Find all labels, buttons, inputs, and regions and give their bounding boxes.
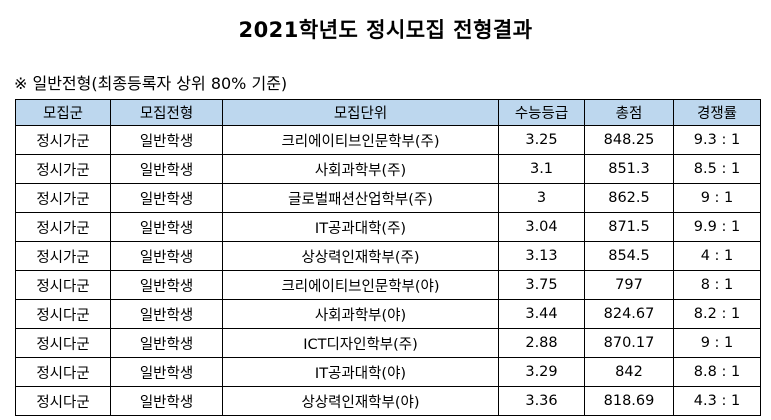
table-row: 정시가군 일반학생 IT공과대학(주) 3.04 871.5 9.9 : 1 [15, 212, 761, 242]
competition-rate-cell: 8 : 1 [673, 270, 761, 300]
table-row: 정시다군 일반학생 사회과학부(야) 3.44 824.67 8.2 : 1 [15, 299, 761, 329]
admission-type-cell: 일반학생 [110, 212, 223, 242]
total-score-cell: 862.5 [584, 183, 674, 213]
recruit-group-cell: 정시가군 [15, 125, 111, 155]
csat-grade-cell: 3.1 [498, 154, 585, 184]
recruit-group-cell: 정시다군 [15, 328, 111, 358]
recruit-group-cell: 정시다군 [15, 386, 111, 416]
admission-type-cell: 일반학생 [110, 241, 223, 271]
page-title: 2021학년도 정시모집 전형결과 [238, 18, 533, 42]
recruit-unit-cell: 상상력인재학부(야) [222, 386, 499, 416]
competition-rate-cell: 8.8 : 1 [673, 357, 761, 387]
admission-type-cell: 일반학생 [110, 183, 223, 213]
admission-type-cell: 일반학생 [110, 154, 223, 184]
recruit-unit-cell: ICT디자인학부(주) [222, 328, 499, 358]
csat-grade-cell: 3.75 [498, 270, 585, 300]
csat-grade-cell: 3.13 [498, 241, 585, 271]
table-row: 정시가군 일반학생 사회과학부(주) 3.1 851.3 8.5 : 1 [15, 154, 761, 184]
header-admission-type: 모집전형 [110, 99, 223, 126]
recruit-unit-cell: 사회과학부(주) [222, 154, 499, 184]
total-score-cell: 851.3 [584, 154, 674, 184]
table-row: 정시가군 일반학생 크리에이티브인문학부(주) 3.25 848.25 9.3 : 1 [15, 125, 761, 155]
header-recruit-unit: 모집단위 [222, 99, 499, 126]
competition-rate-cell: 8.5 : 1 [673, 154, 761, 184]
recruit-unit-cell: 사회과학부(야) [222, 299, 499, 329]
competition-rate-cell: 9 : 1 [673, 328, 761, 358]
table-row: 정시다군 일반학생 IT공과대학(야) 3.29 842 8.8 : 1 [15, 357, 761, 387]
header-total-score: 총점 [584, 99, 674, 126]
total-score-cell: 870.17 [584, 328, 674, 358]
total-score-cell: 797 [584, 270, 674, 300]
total-score-cell: 871.5 [584, 212, 674, 242]
table-header-row: 모집군 모집전형 모집단위 수능등급 총점 경쟁률 [15, 99, 761, 126]
table-caption: ※ 일반전형(최종등록자 상위 80% 기준) [14, 74, 288, 93]
total-score-cell: 842 [584, 357, 674, 387]
admission-type-cell: 일반학생 [110, 328, 223, 358]
recruit-unit-cell: 글로벌패션산업학부(주) [222, 183, 499, 213]
recruit-unit-cell: 크리에이티브인문학부(야) [222, 270, 499, 300]
recruit-unit-cell: 상상력인재학부(주) [222, 241, 499, 271]
csat-grade-cell: 2.88 [498, 328, 585, 358]
admission-type-cell: 일반학생 [110, 357, 223, 387]
header-recruit-group: 모집군 [15, 99, 111, 126]
table-row: 정시다군 일반학생 상상력인재학부(야) 3.36 818.69 4.3 : 1 [15, 386, 761, 416]
competition-rate-cell: 9 : 1 [673, 183, 761, 213]
recruit-unit-cell: 크리에이티브인문학부(주) [222, 125, 499, 155]
recruit-group-cell: 정시다군 [15, 270, 111, 300]
table-body: 정시가군 일반학생 크리에이티브인문학부(주) 3.25 848.25 9.3 : 1 정시… [15, 125, 761, 416]
competition-rate-cell: 9.9 : 1 [673, 212, 761, 242]
header-competition-rate: 경쟁률 [673, 99, 761, 126]
admission-type-cell: 일반학생 [110, 270, 223, 300]
total-score-cell: 824.67 [584, 299, 674, 329]
admission-type-cell: 일반학생 [110, 386, 223, 416]
admission-type-cell: 일반학생 [110, 299, 223, 329]
total-score-cell: 818.69 [584, 386, 674, 416]
total-score-cell: 854.5 [584, 241, 674, 271]
recruit-group-cell: 정시다군 [15, 357, 111, 387]
recruit-group-cell: 정시가군 [15, 241, 111, 271]
recruit-unit-cell: IT공과대학(야) [222, 357, 499, 387]
csat-grade-cell: 3.04 [498, 212, 585, 242]
recruit-group-cell: 정시가군 [15, 183, 111, 213]
csat-grade-cell: 3.44 [498, 299, 585, 329]
admission-type-cell: 일반학생 [110, 125, 223, 155]
csat-grade-cell: 3.29 [498, 357, 585, 387]
admission-results-table: 모집군 모집전형 모집단위 수능등급 총점 경쟁률 정시가군 일반학생 크리에이티브… [15, 99, 761, 416]
competition-rate-cell: 8.2 : 1 [673, 299, 761, 329]
competition-rate-cell: 9.3 : 1 [673, 125, 761, 155]
csat-grade-cell: 3 [498, 183, 585, 213]
recruit-group-cell: 정시다군 [15, 299, 111, 329]
table-row: 정시다군 일반학생 ICT디자인학부(주) 2.88 870.17 9 : 1 [15, 328, 761, 358]
recruit-group-cell: 정시가군 [15, 154, 111, 184]
table-row: 정시가군 일반학생 상상력인재학부(주) 3.13 854.5 4 : 1 [15, 241, 761, 271]
header-csat-grade: 수능등급 [498, 99, 585, 126]
table-row: 정시가군 일반학생 글로벌패션산업학부(주) 3 862.5 9 : 1 [15, 183, 761, 213]
competition-rate-cell: 4 : 1 [673, 241, 761, 271]
table-row: 정시다군 일반학생 크리에이티브인문학부(야) 3.75 797 8 : 1 [15, 270, 761, 300]
csat-grade-cell: 3.25 [498, 125, 585, 155]
recruit-unit-cell: IT공과대학(주) [222, 212, 499, 242]
csat-grade-cell: 3.36 [498, 386, 585, 416]
recruit-group-cell: 정시가군 [15, 212, 111, 242]
total-score-cell: 848.25 [584, 125, 674, 155]
competition-rate-cell: 4.3 : 1 [673, 386, 761, 416]
